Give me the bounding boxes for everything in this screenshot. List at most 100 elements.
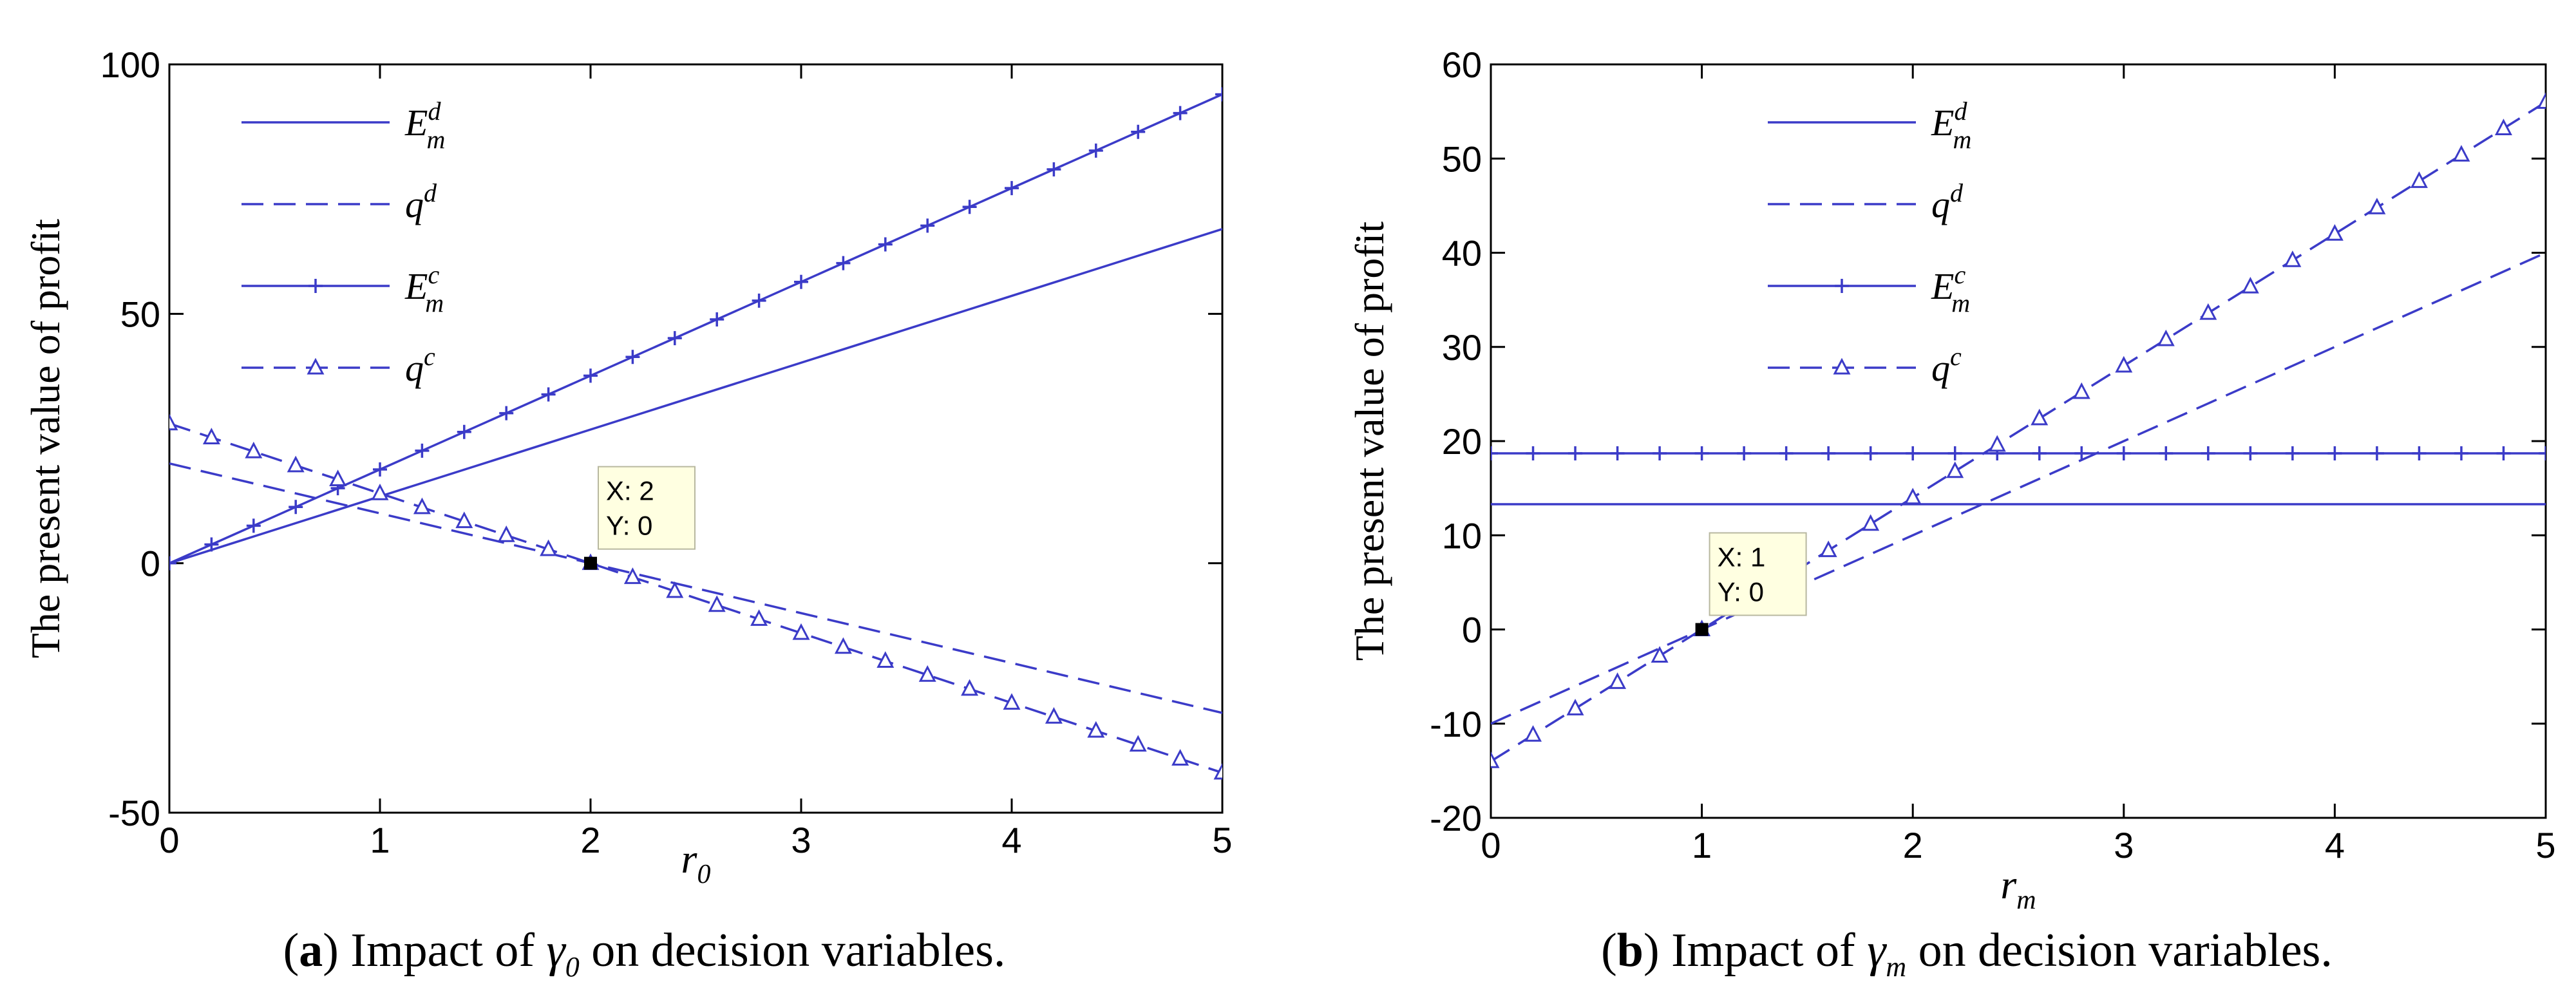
plus-marker bbox=[2032, 446, 2047, 461]
axes-box bbox=[1490, 63, 2547, 819]
triangle-marker bbox=[918, 665, 936, 682]
caption-symbol-sub: m bbox=[1886, 951, 1906, 983]
plus-marker bbox=[1088, 143, 1103, 158]
triangle-marker bbox=[1087, 721, 1105, 738]
legend-label-sub: m bbox=[425, 288, 444, 317]
caption-label: b bbox=[1617, 924, 1643, 977]
plus-marker bbox=[457, 424, 471, 439]
triangle-marker bbox=[2284, 250, 2302, 267]
triangle-marker bbox=[750, 609, 768, 626]
plus-marker bbox=[1610, 446, 1625, 461]
legend-label-sub: m bbox=[1953, 125, 1971, 154]
series-line-E-m-c bbox=[169, 93, 1222, 565]
plus-marker bbox=[415, 443, 430, 458]
triangle-marker bbox=[1819, 540, 1837, 558]
triangle-marker bbox=[961, 679, 979, 696]
datatip-y-text: Y: 0 bbox=[606, 511, 652, 541]
series-line-q-c bbox=[1491, 101, 2546, 762]
triangle-marker bbox=[1862, 514, 1880, 531]
x-tick-label: 1 bbox=[370, 820, 390, 860]
plus-marker bbox=[499, 406, 514, 421]
plus-marker bbox=[710, 312, 724, 327]
legend-label-base: q bbox=[405, 347, 424, 389]
triangle-marker bbox=[2199, 303, 2217, 320]
plus-marker bbox=[1491, 446, 1498, 461]
triangle-marker bbox=[455, 511, 473, 529]
triangle-marker bbox=[2325, 224, 2344, 241]
plus-marker bbox=[1005, 181, 1019, 196]
caption-close-paren: ) bbox=[323, 924, 350, 977]
triangle-marker bbox=[371, 483, 389, 500]
x-tick-label: 2 bbox=[1903, 825, 1923, 865]
caption-symbol: γ bbox=[1867, 924, 1887, 977]
plus-marker bbox=[204, 537, 219, 552]
triangle-marker bbox=[666, 581, 684, 598]
series-line-q-d bbox=[169, 462, 1222, 714]
plus-marker bbox=[169, 556, 176, 571]
legend-label-base: q bbox=[1931, 347, 1950, 389]
triangle-marker bbox=[1609, 672, 1627, 689]
triangle-marker bbox=[1213, 762, 1222, 780]
plus-marker bbox=[625, 350, 640, 364]
x-tick-label: 3 bbox=[791, 820, 811, 860]
legend-triangle-marker bbox=[307, 357, 325, 375]
triangle-marker bbox=[245, 441, 263, 458]
plus-marker bbox=[752, 293, 766, 308]
y-tick-label: 10 bbox=[1442, 515, 1482, 556]
x-tick-label: 1 bbox=[1692, 825, 1712, 865]
plus-marker bbox=[2116, 446, 2131, 461]
triangle-marker bbox=[202, 428, 220, 444]
caption-open-paren: ( bbox=[1601, 924, 1617, 977]
x-tick-label: 0 bbox=[1481, 825, 1501, 865]
triangle-marker bbox=[329, 469, 347, 487]
x-tick-label: 0 bbox=[159, 820, 179, 860]
legend-label-sup: d bbox=[424, 178, 437, 207]
legend-label-sup: c bbox=[424, 342, 435, 371]
plus-marker bbox=[2074, 446, 2089, 461]
caption-suffix: on decision variables. bbox=[591, 924, 1005, 977]
triangle-marker bbox=[169, 413, 178, 431]
plus-marker bbox=[2159, 446, 2174, 461]
plus-marker bbox=[1906, 446, 1920, 461]
caption-close-paren: ) bbox=[1643, 924, 1671, 977]
triangle-marker bbox=[2495, 118, 2512, 135]
caption-space-2 bbox=[580, 924, 592, 977]
legend-triangle-marker bbox=[1833, 357, 1851, 375]
triangle-marker bbox=[1003, 693, 1021, 710]
triangle-marker bbox=[834, 637, 852, 654]
legend-label: qd bbox=[405, 178, 437, 225]
triangle-marker bbox=[287, 455, 305, 473]
series-group bbox=[169, 87, 1222, 780]
legend-label-sub: m bbox=[426, 125, 445, 154]
triangle-marker bbox=[1171, 749, 1189, 766]
datatip-box bbox=[598, 466, 696, 550]
y-tick-label: 50 bbox=[1442, 138, 1482, 179]
triangle-marker bbox=[2241, 276, 2259, 294]
triangle-marker bbox=[1651, 646, 1669, 663]
triangle-marker bbox=[413, 497, 431, 515]
caption-prefix: Impact of bbox=[1671, 924, 1855, 977]
plus-marker bbox=[1694, 446, 1709, 461]
triangle-marker bbox=[2537, 92, 2546, 109]
x-tick-label: 4 bbox=[1001, 820, 1021, 860]
plus-marker bbox=[2285, 446, 2300, 461]
y-tick-label: 0 bbox=[140, 544, 160, 584]
panel-b-chart: 0 1 2 3 4 5 -20 -10 0 10 20 30 40 50 60 The present val… bbox=[1347, 44, 2556, 983]
x-axis-label: rm bbox=[2000, 862, 2036, 915]
datatip-x-text: X: 2 bbox=[606, 476, 654, 506]
datatip-point bbox=[1695, 623, 1709, 636]
caption-space bbox=[535, 924, 547, 977]
legend-label-sup: d bbox=[1954, 97, 1967, 126]
plus-marker bbox=[878, 237, 893, 252]
y-tick-label: -10 bbox=[1430, 704, 1482, 744]
y-tick-label: 50 bbox=[120, 294, 160, 334]
plus-marker bbox=[289, 500, 303, 515]
x-axis-label-main: r bbox=[681, 836, 698, 882]
series-line-E-m-d bbox=[169, 227, 1222, 565]
legend-label-sup: c bbox=[1954, 260, 1965, 289]
x-tick-label: 5 bbox=[2535, 825, 2555, 865]
triangle-marker bbox=[1045, 707, 1063, 724]
series-group bbox=[1491, 92, 2546, 768]
triangle-marker bbox=[1904, 487, 1922, 505]
